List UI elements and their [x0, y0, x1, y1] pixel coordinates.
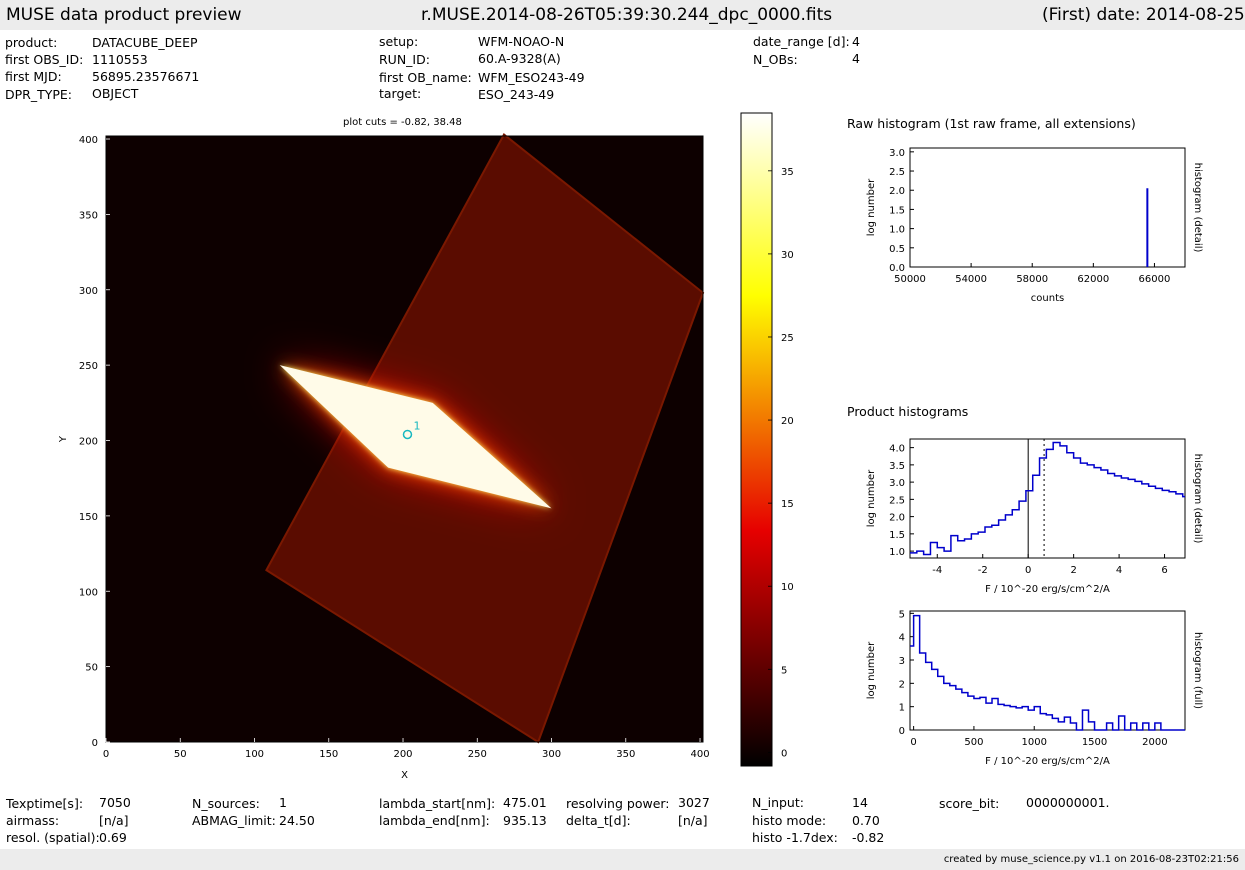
info-label: setup:: [379, 34, 419, 49]
info-label: Texptime[s]:: [6, 796, 84, 811]
info-value: 14: [852, 795, 868, 810]
info-value: 60.A-9328(A): [478, 51, 561, 66]
x-tick-label: 250: [468, 749, 487, 760]
info-label: target:: [379, 86, 422, 101]
y-tick-label: 200: [79, 437, 98, 448]
info-value: WFM-NOAO-N: [478, 34, 565, 49]
y-tick-label: 50: [85, 663, 98, 674]
info-value: ESO_243-49: [478, 87, 555, 102]
info-label: DPR_TYPE:: [5, 87, 73, 102]
info-label: first OBS_ID:: [5, 52, 84, 67]
info-label: delta_t[d]:: [566, 813, 631, 828]
info-value: 935.13: [503, 813, 547, 828]
file-name: r.MUSE.2014-08-26T05:39:30.244_dpc_0000.…: [421, 5, 833, 25]
info-label: resolving power:: [566, 796, 670, 811]
info-label: date_range [d]:: [753, 34, 850, 49]
info-label: histo mode:: [752, 813, 827, 828]
info-value: 3027: [678, 795, 710, 810]
info-label: RUN_ID:: [379, 52, 430, 67]
info-value: WFM_ESO243-49: [478, 70, 585, 85]
info-value: [n/a]: [678, 813, 708, 828]
x-tick-label: 350: [616, 749, 635, 760]
footer-credit: created by muse_science.py v1.1 on 2016-…: [943, 854, 1239, 865]
info-value: [n/a]: [99, 813, 129, 828]
galaxy-core: [279, 365, 552, 509]
info-value: 56895.23576671: [92, 69, 200, 84]
x-tick-label: 300: [542, 749, 561, 760]
info-value: 4: [852, 51, 860, 66]
info-value: 7050: [99, 795, 131, 810]
first-date: (First) date: 2014-08-25: [1042, 5, 1245, 25]
info-value: 0000000001.: [1026, 795, 1110, 810]
y-tick-label: 300: [79, 286, 98, 297]
image-frame: [105, 135, 704, 743]
info-value: -0.82: [852, 830, 885, 845]
y-tick-label: 100: [79, 587, 98, 598]
info-value: 475.01: [503, 795, 547, 810]
info-value: 0.70: [852, 813, 880, 828]
info-value: OBJECT: [92, 86, 139, 101]
raw-hist-title: Raw histogram (1st raw frame, all extens…: [847, 116, 1136, 131]
info-value: 1: [279, 795, 287, 810]
info-label: N_input:: [752, 795, 804, 810]
info-label: airmass:: [6, 813, 60, 828]
info-value: 4: [852, 34, 860, 49]
y-axis-label: Y: [58, 435, 69, 443]
source-marker: [402, 429, 413, 440]
x-tick-label: 400: [690, 749, 709, 760]
main-plot-title: plot cuts = -0.82, 38.48: [343, 117, 462, 128]
info-label: product:: [5, 35, 58, 50]
x-tick-label: 100: [245, 749, 264, 760]
y-tick-label: 0: [92, 738, 98, 749]
info-label: N_sources:: [192, 796, 260, 811]
footer-bar: [0, 849, 1245, 870]
product-hist-title: Product histograms: [847, 404, 969, 419]
info-label: score_bit:: [939, 796, 1000, 811]
info-value: DATACUBE_DEEP: [92, 35, 198, 50]
y-tick-label: 400: [79, 135, 98, 146]
info-value: 24.50: [279, 813, 315, 828]
info-label: histo -1.7dex:: [752, 830, 838, 845]
y-tick-label: 350: [79, 210, 98, 221]
info-value: 1110553: [92, 52, 148, 67]
source-label: 1: [413, 419, 420, 432]
page-title: MUSE data product preview: [6, 5, 242, 25]
x-axis-label: X: [401, 770, 408, 781]
info-label: N_OBs:: [753, 52, 798, 67]
info-label: ABMAG_limit:: [192, 813, 276, 828]
x-tick-label: 200: [393, 749, 412, 760]
info-label: first MJD:: [5, 69, 62, 84]
title-bar: [0, 0, 1245, 30]
info-value: 0.69: [99, 830, 127, 845]
y-tick-label: 150: [79, 512, 98, 523]
x-tick-label: 0: [103, 749, 109, 760]
x-tick-label: 50: [174, 749, 187, 760]
x-tick-label: 150: [319, 749, 338, 760]
y-tick-label: 250: [79, 361, 98, 372]
info-label: first OB_name:: [379, 70, 472, 85]
info-label: lambda_start[nm]:: [379, 796, 496, 811]
info-label: lambda_end[nm]:: [379, 813, 490, 828]
info-label: resol. (spatial):: [6, 830, 100, 845]
